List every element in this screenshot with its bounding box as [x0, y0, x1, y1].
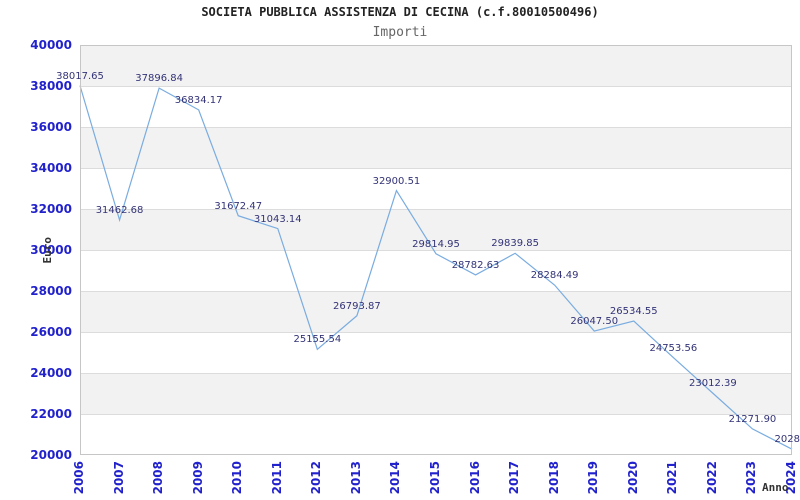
data-point-label: 26534.55: [609, 306, 658, 318]
y-tick-label: 36000: [30, 120, 72, 134]
y-tick-label: 38000: [30, 79, 72, 93]
gridline: [80, 372, 792, 374]
data-point-label: 28284.49: [530, 270, 579, 282]
x-tick-label: 2015: [428, 461, 442, 495]
y-tick-label: 24000: [30, 366, 72, 380]
y-tick-label: 40000: [30, 38, 72, 52]
gridline: [80, 413, 792, 415]
data-point-label: 25155.54: [293, 334, 342, 346]
y-tick-label: 22000: [30, 407, 72, 421]
x-tick-label: 2019: [586, 461, 601, 495]
x-tick-label: 2014: [388, 461, 403, 495]
y-tick-label: 30000: [30, 243, 72, 257]
data-point-label: 28782.63: [451, 259, 500, 271]
data-point-label: 38017.65: [56, 70, 104, 82]
x-tick-label: 2023: [744, 461, 759, 495]
y-tick-label: 28000: [30, 284, 72, 298]
x-tick-label: 2011: [269, 461, 284, 495]
chart-subtitle: Importi: [372, 25, 428, 40]
gridline: [80, 167, 792, 169]
x-tick-label: 2017: [507, 461, 522, 495]
data-point-label: 24753.56: [649, 342, 698, 354]
gridline: [80, 85, 792, 87]
x-tick-label: 2008: [151, 461, 166, 495]
data-point-label: 37896.84: [135, 73, 183, 85]
chart-plot-area: [79, 45, 793, 455]
x-tick-label: 2012: [309, 461, 324, 495]
grid-band: [80, 373, 792, 414]
x-tick-label: 2010: [230, 461, 245, 495]
grid-band: [80, 45, 792, 86]
gridline: [80, 290, 792, 292]
x-tick-label: 2021: [665, 461, 680, 495]
data-point-label: 31462.68: [95, 205, 144, 216]
line-series-canvas: [79, 85, 793, 450]
grid-band: [80, 291, 792, 332]
grid-band: [80, 86, 792, 127]
y-tick-label: 34000: [30, 161, 72, 175]
y-tick-label: 20000: [30, 448, 72, 462]
x-tick-label: 2018: [546, 461, 561, 495]
y-axis-title: Euro: [41, 237, 54, 264]
x-tick-label: 2016: [467, 461, 482, 495]
gridline: [80, 331, 792, 333]
x-tick-label: 2013: [348, 461, 363, 495]
y-tick-label: 26000: [30, 325, 72, 339]
data-point-label: 29814.95: [412, 238, 460, 250]
grid-band: [80, 168, 792, 209]
data-point-label: 26047.50: [570, 316, 619, 328]
grid-band: [80, 332, 792, 373]
data-point-label: 32900.51: [372, 175, 421, 187]
data-point-label: 31043.14: [253, 213, 302, 225]
data-point-label: 29839.85: [491, 238, 539, 250]
data-point-label: 20285.: [774, 434, 800, 446]
grid-band: [80, 209, 792, 250]
chart-title: SOCIETA PUBBLICA ASSISTENZA DI CECINA (c…: [201, 5, 599, 19]
grid-band: [80, 250, 792, 291]
x-tick-label: 2020: [625, 461, 640, 495]
gridline: [80, 249, 792, 251]
data-point-label: 21271.90: [728, 413, 777, 425]
x-tick-label: 2009: [190, 461, 205, 495]
gridline: [80, 126, 792, 128]
x-tick-label: 2006: [72, 461, 86, 495]
data-point-label: 31672.47: [214, 200, 263, 212]
grid-band: [80, 414, 792, 455]
data-point-label: 26793.87: [333, 300, 381, 312]
grid-band: [80, 127, 792, 168]
data-point-label: 23012.39: [689, 378, 737, 390]
x-tick-label: 2007: [111, 461, 126, 495]
x-tick-label: 2022: [704, 461, 719, 495]
gridline: [80, 208, 792, 210]
x-axis-title: Anno: [762, 481, 789, 494]
line-series: [79, 85, 793, 450]
y-tick-label: 32000: [30, 202, 72, 216]
data-point-label: 36834.17: [174, 94, 223, 106]
